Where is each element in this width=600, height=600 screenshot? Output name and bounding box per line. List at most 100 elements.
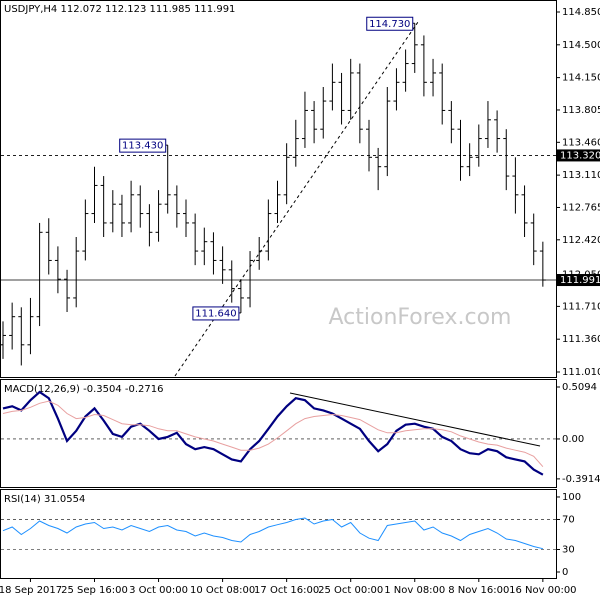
- annotation-label: 113.430: [122, 141, 163, 152]
- annotation-label: 111.640: [195, 308, 236, 319]
- y-tick-label: 114.850: [562, 7, 600, 18]
- annotation-box: [366, 16, 414, 31]
- ohlc-bar: [430, 58, 437, 97]
- ohlc-bar: [82, 199, 89, 261]
- ohlc-bar: [9, 302, 16, 350]
- level-label: 113.320: [560, 150, 600, 161]
- ohlc-bar: [301, 91, 308, 148]
- y-tick-label: 100: [562, 492, 581, 503]
- y-tick-label: 111.360: [562, 334, 600, 345]
- y-tick-label: 70: [562, 514, 575, 525]
- y-tick-label: 113.805: [562, 105, 600, 116]
- ohlc-bar: [338, 72, 345, 125]
- ohlc-bar: [265, 199, 272, 261]
- ohlc-bar: [484, 101, 491, 148]
- ohlc-bar: [146, 204, 153, 247]
- y-tick-label: 112.420: [562, 235, 600, 246]
- y-tick-label: 114.500: [562, 40, 600, 51]
- ohlc-bar: [512, 157, 519, 214]
- ohlc-bar: [256, 237, 263, 270]
- ohlc-bar: [439, 63, 446, 125]
- ohlc-bar: [420, 35, 427, 97]
- ohlc-bar: [210, 232, 217, 275]
- x-tick-label: 17 Oct 16:00: [254, 585, 319, 596]
- ohlc-bar: [375, 147, 382, 191]
- y-tick-label: 111.010: [562, 367, 600, 378]
- ohlc-bar: [539, 241, 546, 287]
- y-tick-label: 113.460: [562, 137, 600, 148]
- ohlc-bar: [283, 143, 290, 205]
- ohlc-bar: [521, 185, 528, 237]
- y-tick-label: 111.710: [562, 301, 600, 312]
- ohlc-bar: [192, 213, 199, 266]
- ohlc-bar: [311, 101, 318, 144]
- ohlc-bar: [155, 190, 162, 242]
- ohlc-bar: [393, 68, 400, 111]
- x-tick-label: 1 Nov 08:00: [384, 585, 445, 596]
- x-tick-label: 16 Nov 00:00: [509, 585, 576, 596]
- ohlc-bar: [36, 222, 43, 327]
- x-tick-label: 3 Oct 00:00: [129, 585, 188, 596]
- ohlc-bar: [329, 63, 336, 111]
- ohlc-bar: [411, 23, 418, 73]
- ohlc-bar: [118, 194, 125, 237]
- x-tick-label: 25 Sep 16:00: [61, 585, 128, 596]
- ohlc-bar: [356, 63, 363, 144]
- ohlc-bar: [274, 180, 281, 223]
- level-label: 111.991: [560, 275, 600, 286]
- panel-title: MACD(12,26,9) -0.3504 -0.2716: [4, 384, 164, 395]
- ohlc-bar: [91, 166, 98, 223]
- x-tick-label: 10 Oct 08:00: [190, 585, 255, 596]
- level-label-box: [557, 149, 600, 162]
- annotation-box: [192, 306, 240, 321]
- series-line: [2, 400, 544, 468]
- series-line: [2, 517, 544, 550]
- ohlc-bar: [0, 321, 6, 359]
- ohlc-bar: [366, 119, 372, 172]
- ohlc-bar: [402, 49, 409, 92]
- ohlc-bar: [247, 251, 254, 308]
- x-tick-label: 8 Nov 16:00: [448, 585, 509, 596]
- y-tick-label: -0.3914: [562, 474, 600, 485]
- panel-title: USDJPY,H4 112.072 112.123 111.985 111.99…: [4, 4, 235, 15]
- price-frame: [0, 0, 557, 378]
- ohlc-bar: [320, 87, 327, 139]
- ohlc-bar: [109, 190, 116, 233]
- annotation-label: 114.730: [369, 19, 410, 30]
- annotation-box: [119, 138, 167, 153]
- ohlc-bar: [164, 145, 171, 214]
- ohlc-bar: [73, 237, 80, 308]
- ohlc-bar: [18, 307, 25, 366]
- macd-trend-line: [289, 392, 541, 447]
- ohlc-bar: [64, 269, 71, 312]
- x-tick-label: 18 Sep 2017: [0, 585, 62, 596]
- ohlc-bar: [45, 218, 52, 275]
- x-tick-label: 25 Oct 00:00: [318, 585, 383, 596]
- y-tick-label: 0.00: [562, 434, 584, 445]
- ohlc-bar: [347, 58, 354, 120]
- ohlc-bar: [201, 227, 208, 266]
- ohlc-bar: [475, 124, 482, 167]
- ohlc-bar: [128, 180, 135, 233]
- y-tick-label: 30: [562, 544, 575, 555]
- level-label-box: [557, 274, 600, 287]
- ohlc-bar: [228, 260, 235, 303]
- watermark: ActionForex.com: [329, 305, 512, 330]
- ohlc-bar: [173, 185, 180, 228]
- ohlc-bar: [54, 246, 61, 294]
- y-tick-label: 113.110: [562, 170, 600, 181]
- series-line: [2, 390, 544, 476]
- ohlc-bar: [494, 110, 501, 153]
- ohlc-bar: [457, 119, 464, 181]
- panel-title: RSI(14) 31.0554: [4, 494, 85, 505]
- macd-frame: [0, 379, 557, 488]
- ohlc-bar: [137, 185, 144, 228]
- ohlc-bar: [466, 143, 473, 177]
- y-tick-label: 112.765: [562, 202, 600, 213]
- ohlc-bar: [100, 176, 107, 237]
- y-tick-label: 114.150: [562, 73, 600, 84]
- ohlc-bar: [27, 297, 34, 355]
